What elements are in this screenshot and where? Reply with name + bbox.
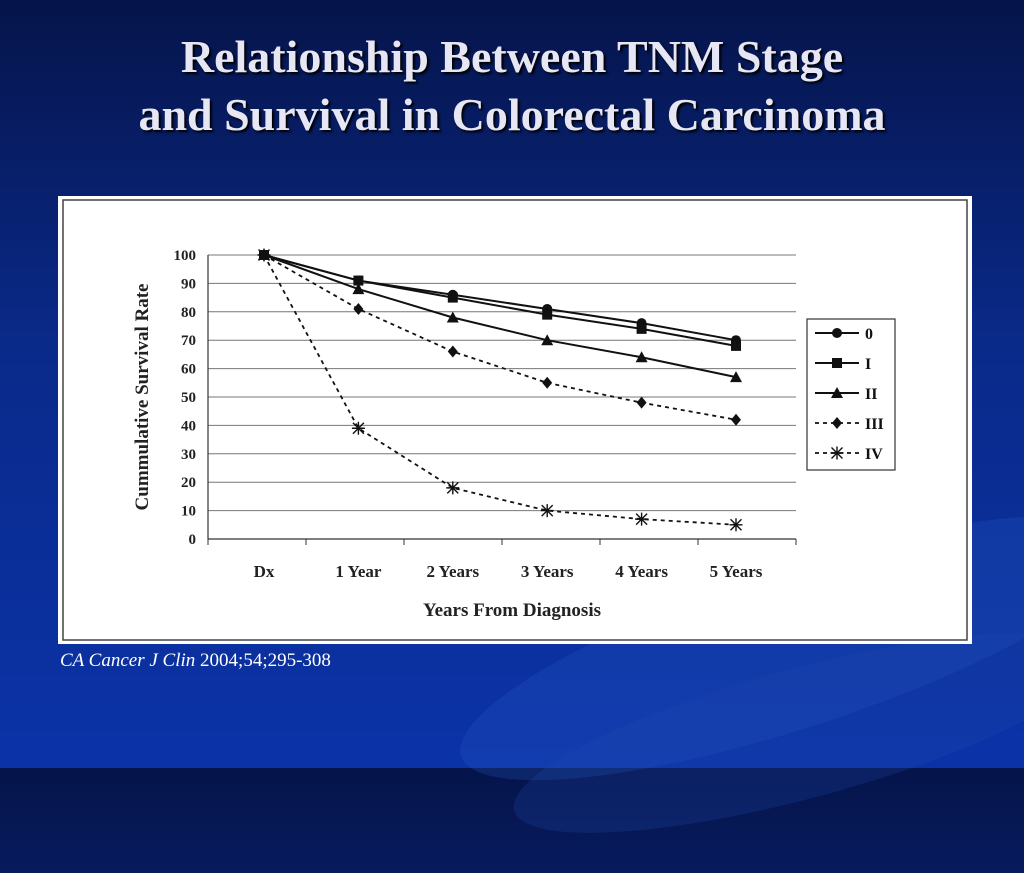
- slide-title-line-2: and Survival in Colorectal Carcinoma: [138, 89, 886, 140]
- y-tick-label-50: 50: [181, 390, 196, 406]
- x-tick-label-1-year: 1 Year: [335, 562, 382, 581]
- data-point-stage-i-1: [353, 275, 364, 286]
- x-axis-title: Years From Diagnosis: [423, 600, 601, 621]
- y-tick-label-80: 80: [181, 305, 196, 321]
- survival-chart: 0 10 20 30 40 50 60 70 80 90 100 Dx 1 Year 2 Years 3 Y…: [62, 199, 968, 641]
- data-point-stage-i-2: [447, 292, 458, 303]
- chart-panel: 0 10 20 30 40 50 60 70 80 90 100 Dx 1 Year 2 Years 3 Y…: [58, 196, 972, 644]
- data-point-stage-iv-3: [540, 504, 554, 518]
- citation: CA Cancer J Clin 2004;54;295-308: [60, 650, 331, 672]
- series-line-stage-0: [263, 254, 737, 342]
- legend-label-stage-iv: IV: [865, 446, 883, 463]
- series-line-stage-i: [263, 254, 737, 347]
- y-tick-label-10: 10: [181, 504, 196, 520]
- legend-marker-stage-0: [832, 328, 842, 338]
- data-point-stage-iii-3: [542, 376, 553, 389]
- data-point-stage-iv-4: [635, 512, 649, 526]
- citation-reference: 2004;54;295-308: [195, 650, 331, 671]
- x-tick-label-2-years: 2 Years: [426, 562, 479, 581]
- data-point-stage-ii-5: [730, 371, 742, 383]
- data-point-stage-ii-3: [541, 334, 554, 346]
- chart-frame: [62, 199, 968, 641]
- legend-label-stage-0: 0: [865, 326, 873, 343]
- legend-marker-stage-iv: [830, 446, 844, 460]
- data-point-stage-iii-5: [731, 413, 741, 426]
- y-tick-label-70: 70: [181, 333, 196, 349]
- x-tick-label-5-years: 5 Years: [710, 562, 763, 581]
- legend-label-stage-ii: II: [865, 386, 877, 403]
- x-tick-label-dx: Dx: [254, 562, 275, 581]
- legend-marker-stage-ii: [831, 387, 843, 398]
- data-point-stage-iii-4: [636, 396, 647, 409]
- slide-title: Relationship Between TNM Stage and Survi…: [0, 28, 1024, 144]
- data-point-stage-iii-1: [353, 302, 364, 315]
- data-point-stage-iv-5: [729, 518, 743, 532]
- y-tick-label-60: 60: [181, 362, 196, 378]
- y-tick-label-0: 0: [189, 532, 197, 548]
- x-tick-label-4-years: 4 Years: [615, 562, 668, 581]
- data-point-stage-i-3: [542, 309, 553, 320]
- data-point-stage-ii-4: [635, 351, 648, 363]
- slide-title-line-1: Relationship Between TNM Stage: [180, 31, 844, 82]
- legend-label-stage-i: I: [865, 356, 871, 373]
- data-point-stage-iv-0: [257, 248, 271, 262]
- series-line-stage-iii: [263, 254, 737, 421]
- legend-marker-stage-i: [832, 358, 842, 368]
- data-point-stage-ii-1: [352, 283, 365, 295]
- y-tick-label-20: 20: [181, 475, 196, 491]
- x-tick-label-3-years: 3 Years: [521, 562, 574, 581]
- legend-marker-stage-iii: [832, 417, 842, 429]
- data-point-stage-i-4: [636, 323, 647, 334]
- y-tick-label-90: 90: [181, 276, 196, 292]
- citation-journal: CA Cancer J Clin: [60, 650, 196, 671]
- y-tick-label-40: 40: [181, 418, 196, 434]
- data-point-stage-iii-2: [447, 345, 458, 358]
- data-point-stage-iv-2: [446, 481, 460, 495]
- data-point-stage-iv-1: [351, 421, 365, 435]
- data-point-stage-ii-2: [446, 311, 459, 323]
- y-tick-label-30: 30: [181, 447, 196, 463]
- series-line-stage-ii: [263, 254, 737, 379]
- data-point-stage-i-5: [731, 340, 741, 351]
- legend-label-stage-iii: III: [865, 416, 884, 433]
- y-tick-label-100: 100: [174, 248, 197, 264]
- y-axis-title: Cummulative Survival Rate: [132, 284, 153, 511]
- legend-box: [806, 318, 896, 471]
